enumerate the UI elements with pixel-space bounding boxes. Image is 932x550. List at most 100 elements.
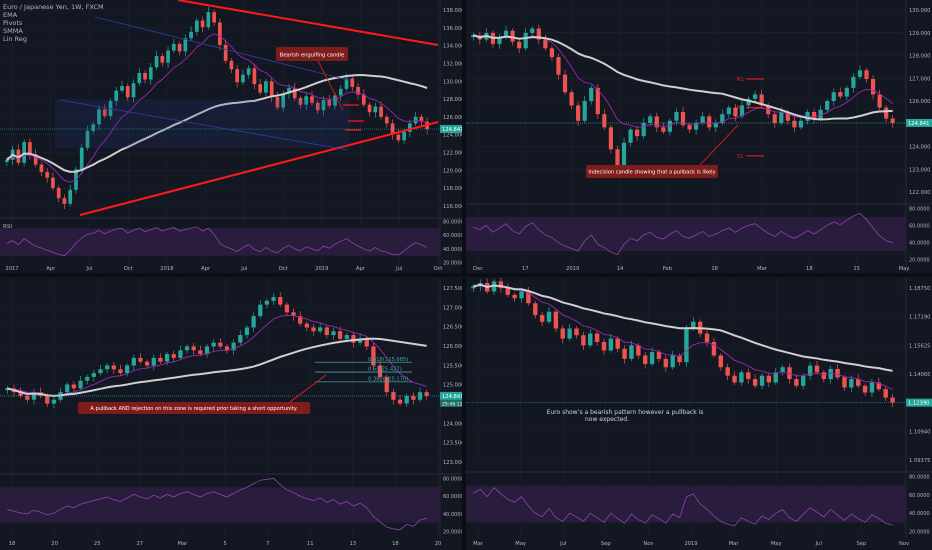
candle [218,22,222,45]
y-tick-label: 1.09375 [909,458,930,464]
candle [691,321,696,329]
x-tick-label: Mar [178,541,189,547]
candle [235,69,239,83]
last-price-label: 1.12390 [908,401,929,407]
fib-label: 0.382(125.170) [368,376,408,382]
candle [298,316,303,324]
candle [519,291,524,299]
x-tick-label: Nov [899,541,909,547]
candle [311,327,316,332]
legend-item-ema[interactable]: EMA [3,11,18,19]
candle [223,44,228,61]
candle [530,28,535,33]
x-tick-label: 25 [94,541,101,547]
candle [51,399,57,404]
candle [241,74,245,83]
y-tick-label: 120.000 [443,168,464,174]
candle [553,311,559,329]
candle [588,333,593,346]
countdown-badge [440,399,464,407]
candle [523,32,528,49]
candle [870,79,876,95]
sma-line [7,337,427,397]
candle [251,316,256,328]
candle [356,86,360,95]
candle [177,43,182,52]
y-tick-label: 122.000 [909,190,930,196]
candle [244,327,250,336]
candle [154,56,159,68]
annotation-box [586,165,718,178]
rsi-tick-label: 60.0000 [909,493,930,499]
candle [204,346,210,355]
candle [663,358,669,368]
legend-item-linreg[interactable]: Lin Reg [3,35,27,43]
annotation-pointer [699,124,739,166]
candle [856,379,861,386]
candle [183,38,188,52]
candle [546,311,552,322]
legend-item-pivots[interactable]: Pivots [3,19,23,27]
y-tick-label: 136.000 [443,26,464,32]
candle [361,94,366,105]
candle [131,83,136,98]
candle [271,297,276,301]
candle [65,384,70,393]
legend-item-smma[interactable]: SMMA [3,27,23,35]
candle [200,20,205,28]
sma-line [472,34,893,121]
candle [629,345,634,359]
candle [171,43,176,51]
candle [324,327,329,336]
last-price-badge [906,118,932,127]
candle [125,365,130,374]
candle [835,368,840,378]
candle [707,116,712,128]
annotation-pointer [289,374,327,403]
candle [732,375,737,383]
candle [608,338,614,351]
candle [85,130,90,148]
symbol-title[interactable]: Euro / Japanese Yen, 1W, FXCM [3,3,104,11]
candle [148,67,153,80]
candle [331,331,336,336]
y-tick-label: 125.000 [443,383,464,389]
ema-line [6,33,428,183]
candle [687,125,692,130]
candle [661,127,666,132]
candle [733,107,738,117]
candle [229,60,234,70]
candle [310,96,314,103]
candle [794,379,799,386]
candle [318,327,323,332]
y-tick-label: 118.000 [443,186,464,192]
rsi-tick-label: 80.0000 [909,206,930,212]
x-tick-label: 15 [853,266,860,272]
y-tick-label: 128.000 [909,54,930,60]
candle [574,328,579,336]
row-divider[interactable] [0,273,932,277]
candle [16,149,21,163]
candle [98,369,103,374]
candle [526,291,531,304]
y-tick-label: 127.500 [443,286,464,292]
last-price-badge [906,398,932,407]
candle [144,361,150,366]
y-tick-label: 134.000 [443,44,464,50]
candle [582,101,587,121]
rsi-tick-label: 40.0000 [909,511,930,517]
candle [746,372,751,380]
candle [785,111,790,121]
candle [684,328,689,363]
candle [594,333,600,342]
annotation-text: A pullback AND rejection on this zone is… [90,406,298,412]
y-tick-label: 130.000 [909,8,930,14]
x-tick-label: Mar [729,541,740,547]
candle [166,50,170,63]
x-tick-label: 2019 [684,541,697,547]
symbol-legend: Euro / Japanese Yen, 1W, FXCM EMA Pivots… [3,3,104,43]
candle [589,87,594,101]
candle [831,92,836,101]
pivot-label: R1 [737,77,744,83]
